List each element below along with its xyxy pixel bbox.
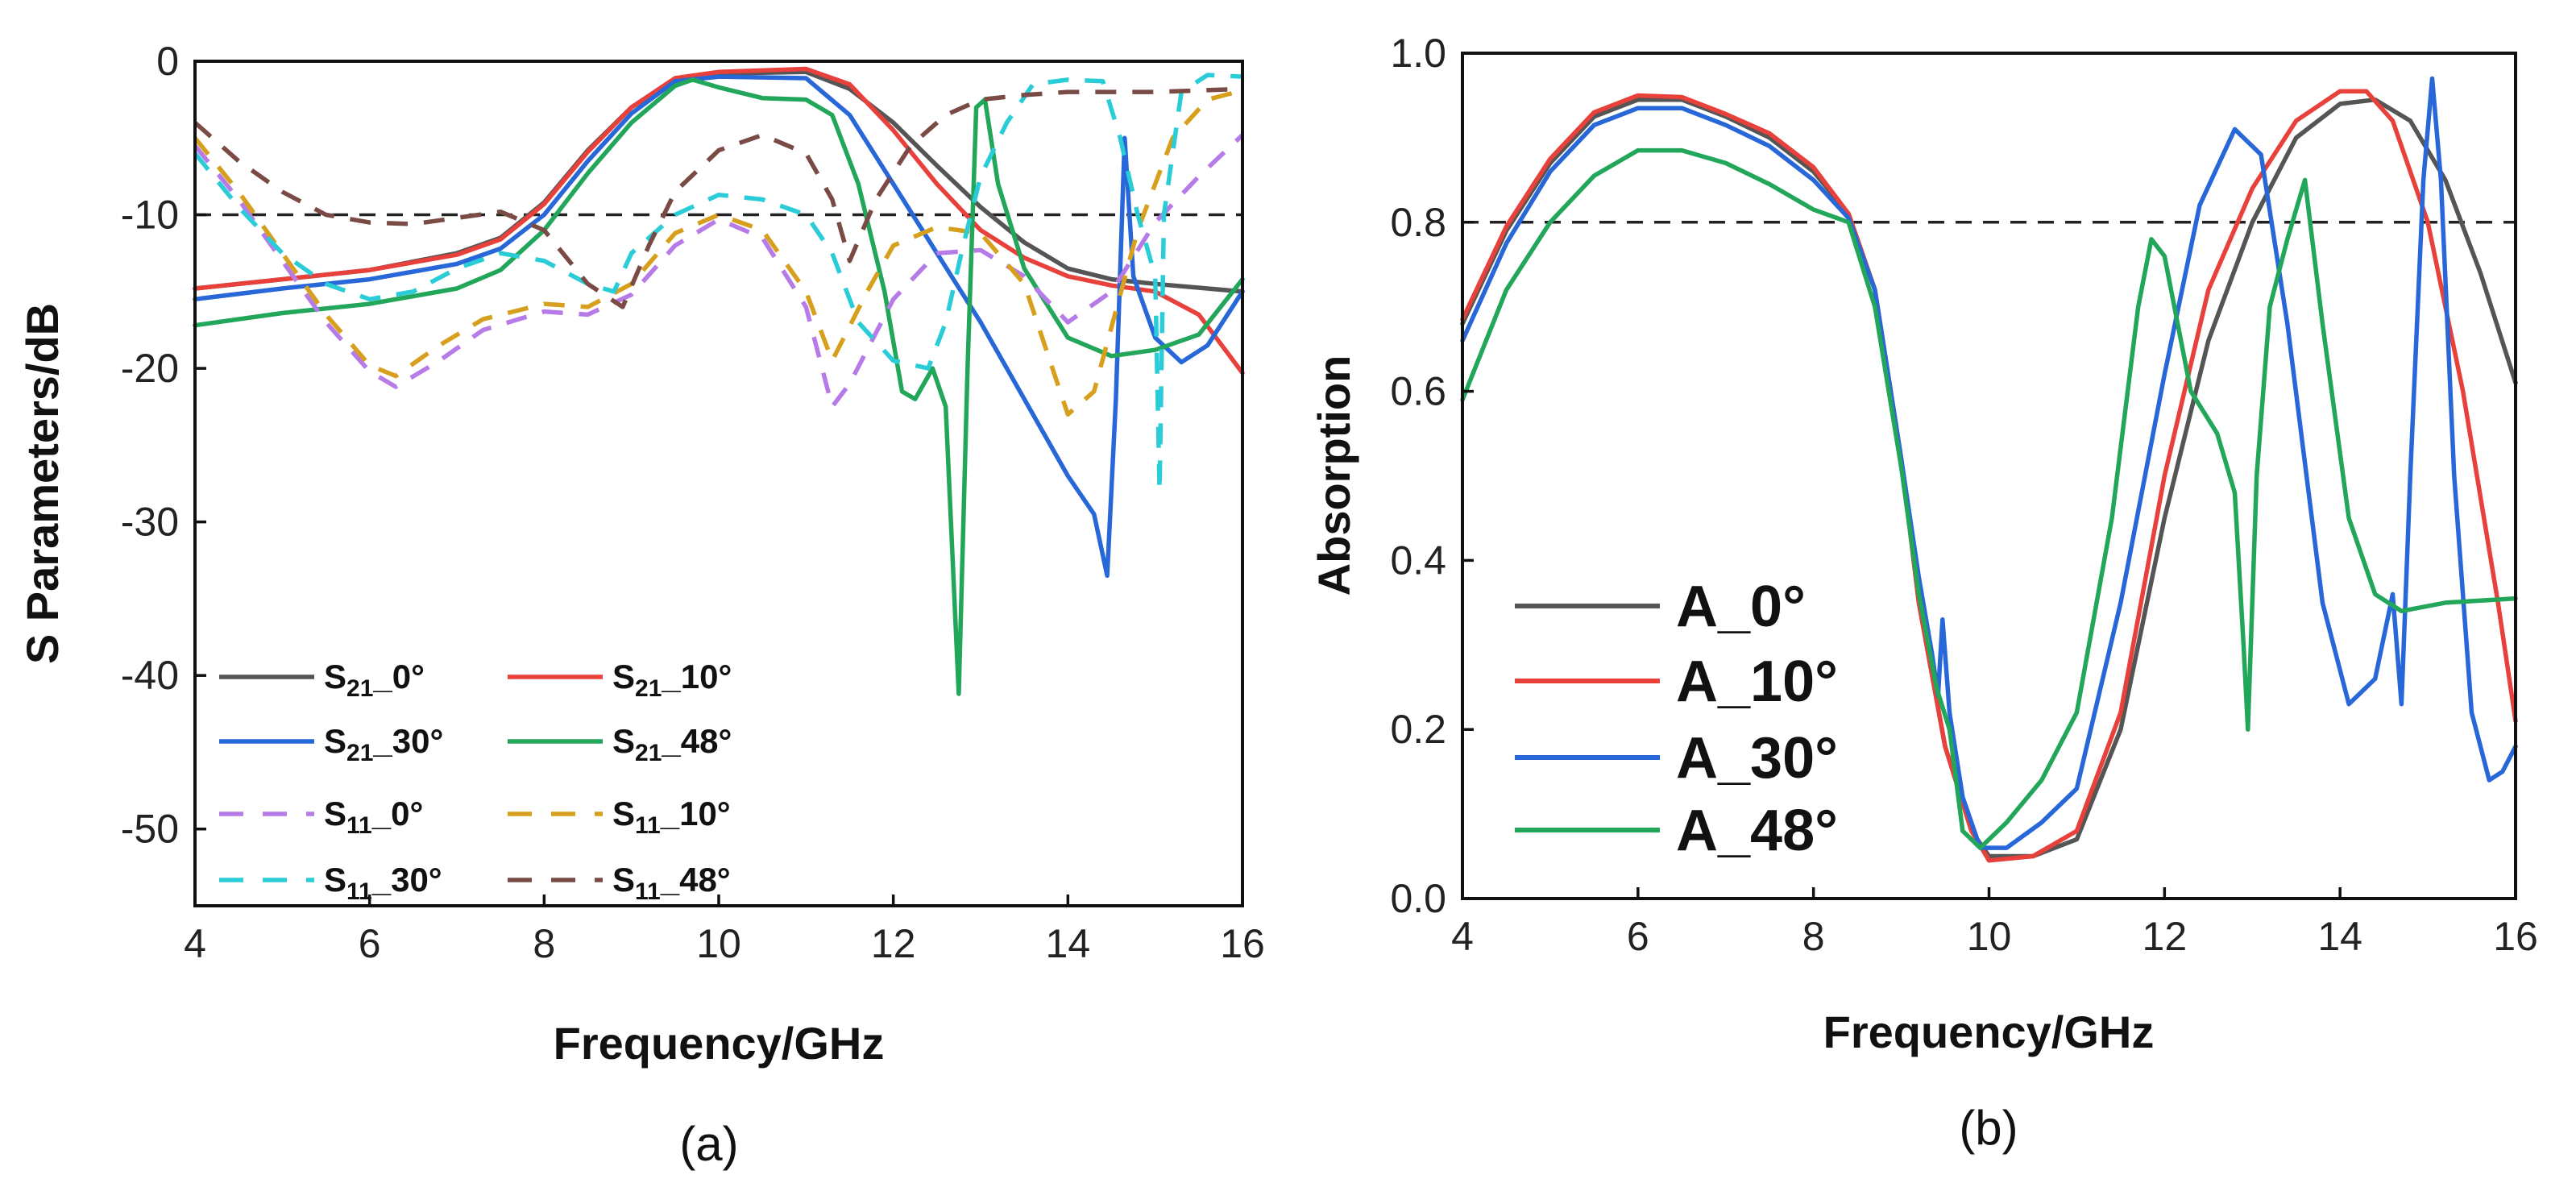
panel-a-series-layer (193, 66, 1245, 696)
panel-b-y-tick-label: 1.0 (1390, 31, 1446, 76)
panel-a-series-s21-10-line (193, 66, 1245, 376)
panel-b-y-tick-label: 0.2 (1390, 707, 1446, 752)
panel-b-x-tick-label: 6 (1627, 914, 1649, 959)
panel-a-series-s21-48-line (193, 77, 1245, 696)
panel-b-caption: (b) (1959, 1101, 2018, 1155)
panel-b-y-tick-label: 0.4 (1390, 538, 1446, 583)
panel-b-ticks: 4 6 8 10 12 14 16 0.0 0.2 0.4 0.6 0.8 1.0 (1390, 31, 2537, 959)
panel-b: 4 6 8 10 12 14 16 0.0 0.2 0.4 0.6 0.8 1.0 Frequency/… (1309, 31, 2538, 1155)
legend-item: S11_10° (508, 795, 731, 839)
legend-label: S21_30° (324, 722, 443, 766)
panel-b-series-a-30-line (1460, 76, 2518, 850)
panel-a-y-axis-label: S Parameters/dB (17, 303, 68, 664)
panel-a-x-tick-label: 6 (359, 921, 381, 966)
legend-label: S11_10° (612, 795, 731, 839)
panel-b-x-tick-label: 10 (1967, 914, 2012, 959)
panel-b-x-tick-label: 14 (2317, 914, 2362, 959)
legend-item: S11_48° (508, 861, 731, 905)
legend-label: A_10° (1676, 650, 1838, 714)
panel-b-y-axis-label: Absorption (1309, 355, 1359, 596)
legend-item: A_0° (1515, 575, 1806, 639)
legend-item: A_30° (1515, 726, 1838, 791)
panel-b-y-tick-label: 0.8 (1390, 200, 1446, 245)
panel-a-legend: S21_0° S21_10° S21_30° S21_48° S11_0° S11_10°… (219, 658, 732, 905)
panel-b-legend: A_0° A_10° A_30° A_48° (1515, 575, 1838, 863)
legend-item: S21_10° (508, 658, 732, 702)
legend-label: S11_0° (324, 795, 423, 839)
panel-a: 4 6 8 10 12 14 16 0 -10 -20 -30 -40 -50 Frequency/GH… (17, 39, 1265, 1171)
panel-a-x-tick-label: 12 (871, 921, 916, 966)
legend-label: A_30° (1676, 726, 1838, 791)
panel-b-x-axis-label: Frequency/GHz (1823, 1007, 2155, 1057)
panel-a-plot-frame (193, 60, 1244, 907)
panel-a-series-s11-30-line (193, 73, 1243, 494)
panel-b-y-tick-label: 0.6 (1390, 369, 1446, 414)
legend-label: S21_0° (324, 658, 425, 702)
legend-item: S21_48° (508, 722, 732, 766)
panel-a-x-axis-label: Frequency/GHz (554, 1018, 885, 1069)
panel-b-series-a-10-line (1460, 89, 2518, 863)
legend-item: S21_0° (219, 658, 425, 702)
panel-a-x-tick-label: 10 (696, 921, 741, 966)
panel-a-x-tick-label: 8 (533, 921, 555, 966)
panel-a-y-tick-label: 0 (156, 39, 179, 84)
panel-b-x-tick-label: 4 (1451, 914, 1474, 959)
panel-b-series-a-0-line (1460, 97, 2518, 859)
panel-b-y-tick-label: 0.0 (1390, 876, 1446, 921)
legend-item: S11_30° (219, 861, 442, 905)
legend-item: S21_30° (219, 722, 443, 766)
panel-a-x-tick-label: 4 (184, 921, 206, 966)
legend-label: A_48° (1676, 799, 1838, 863)
legend-item: A_10° (1515, 650, 1838, 714)
panel-a-y-tick-label: -10 (121, 193, 179, 238)
panel-a-y-tick-label: -40 (121, 653, 179, 698)
legend-label: S21_10° (612, 658, 732, 702)
panel-a-x-tick-label: 14 (1046, 921, 1091, 966)
panel-a-series-s11-10-line (193, 88, 1243, 417)
panel-a-y-tick-label: -20 (121, 346, 179, 391)
panel-b-x-tick-label: 8 (1802, 914, 1825, 959)
panel-a-x-tick-label: 16 (1220, 921, 1265, 966)
panel-b-series-a-48-line (1460, 147, 2518, 850)
panel-a-y-tick-label: -50 (121, 807, 179, 852)
panel-a-series-s21-0-line (193, 69, 1245, 294)
panel-a-y-tick-label: -30 (121, 500, 179, 545)
panel-b-series-layer (1460, 76, 2518, 863)
legend-item: A_48° (1515, 799, 1838, 863)
panel-a-caption: (a) (679, 1117, 738, 1171)
panel-a-ticks: 4 6 8 10 12 14 16 0 -10 -20 -30 -40 -50 (121, 39, 1265, 966)
legend-item: S11_0° (219, 795, 423, 839)
legend-label: S21_48° (612, 722, 732, 766)
panel-b-x-tick-label: 12 (2143, 914, 2188, 959)
panel-b-plot-frame (1461, 52, 2517, 900)
panel-a-series-s11-0-line (193, 133, 1244, 409)
legend-label: A_0° (1676, 575, 1806, 639)
legend-label: S11_30° (324, 861, 442, 905)
legend-label: S11_48° (612, 861, 731, 905)
panel-b-x-tick-label: 16 (2493, 914, 2538, 959)
